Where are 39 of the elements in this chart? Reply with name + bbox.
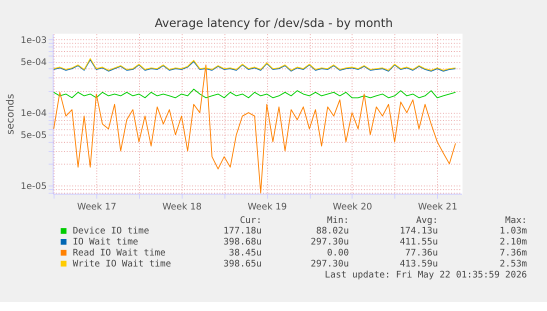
text: 88.02u: [316, 226, 349, 237]
x-tick-label: Week 21: [418, 202, 458, 213]
text: 297.30u: [310, 238, 349, 248]
x-tick-label: Week 18: [162, 202, 202, 213]
text: 38.45u: [228, 248, 262, 258]
text: Max:: [505, 216, 528, 226]
text: 1.03m: [500, 226, 528, 237]
line-series: [53, 88, 456, 98]
text: 174.13u: [400, 226, 438, 237]
y-axis-title: seconds: [5, 94, 16, 135]
text: 0.00: [327, 248, 349, 258]
chart-title: Average latency for /dev/sda - by month: [154, 16, 393, 30]
text: 398.65u: [223, 259, 262, 270]
text: Avg:: [416, 216, 438, 226]
text: 7.36m: [500, 248, 528, 258]
x-tick-label: Week 19: [248, 202, 288, 213]
legend-label: Read IO Wait time: [72, 248, 166, 258]
y-tick-label: 1e-05: [20, 182, 47, 192]
text: Last update: Fri May 22 01:35:59 2026: [324, 270, 528, 280]
y-tick-label: 1e-03: [20, 36, 48, 46]
y-tick-label: 1e-04: [20, 108, 48, 119]
legend-label: Device IO time: [72, 226, 150, 237]
x-tick-label: Week 20: [332, 202, 372, 213]
text: Cur:: [240, 216, 262, 226]
text: 398.68u: [223, 238, 262, 248]
text: 411.55u: [400, 238, 438, 248]
line-series: [53, 64, 456, 194]
text: Min:: [327, 216, 349, 226]
legend-label: Write IO Wait time: [72, 259, 172, 270]
text: 177.18u: [223, 226, 262, 237]
text: 2.10m: [500, 238, 528, 248]
text: 297.30u: [310, 259, 349, 270]
y-tick-label: 5e-05: [20, 130, 47, 141]
text: 77.36u: [405, 248, 438, 258]
x-tick-label: Week 17: [77, 202, 116, 213]
text: 2.53m: [500, 259, 528, 270]
text: 413.59u: [400, 259, 438, 270]
y-tick-label: 5e-04: [20, 58, 48, 68]
legend-label: IO Wait time: [72, 238, 138, 248]
